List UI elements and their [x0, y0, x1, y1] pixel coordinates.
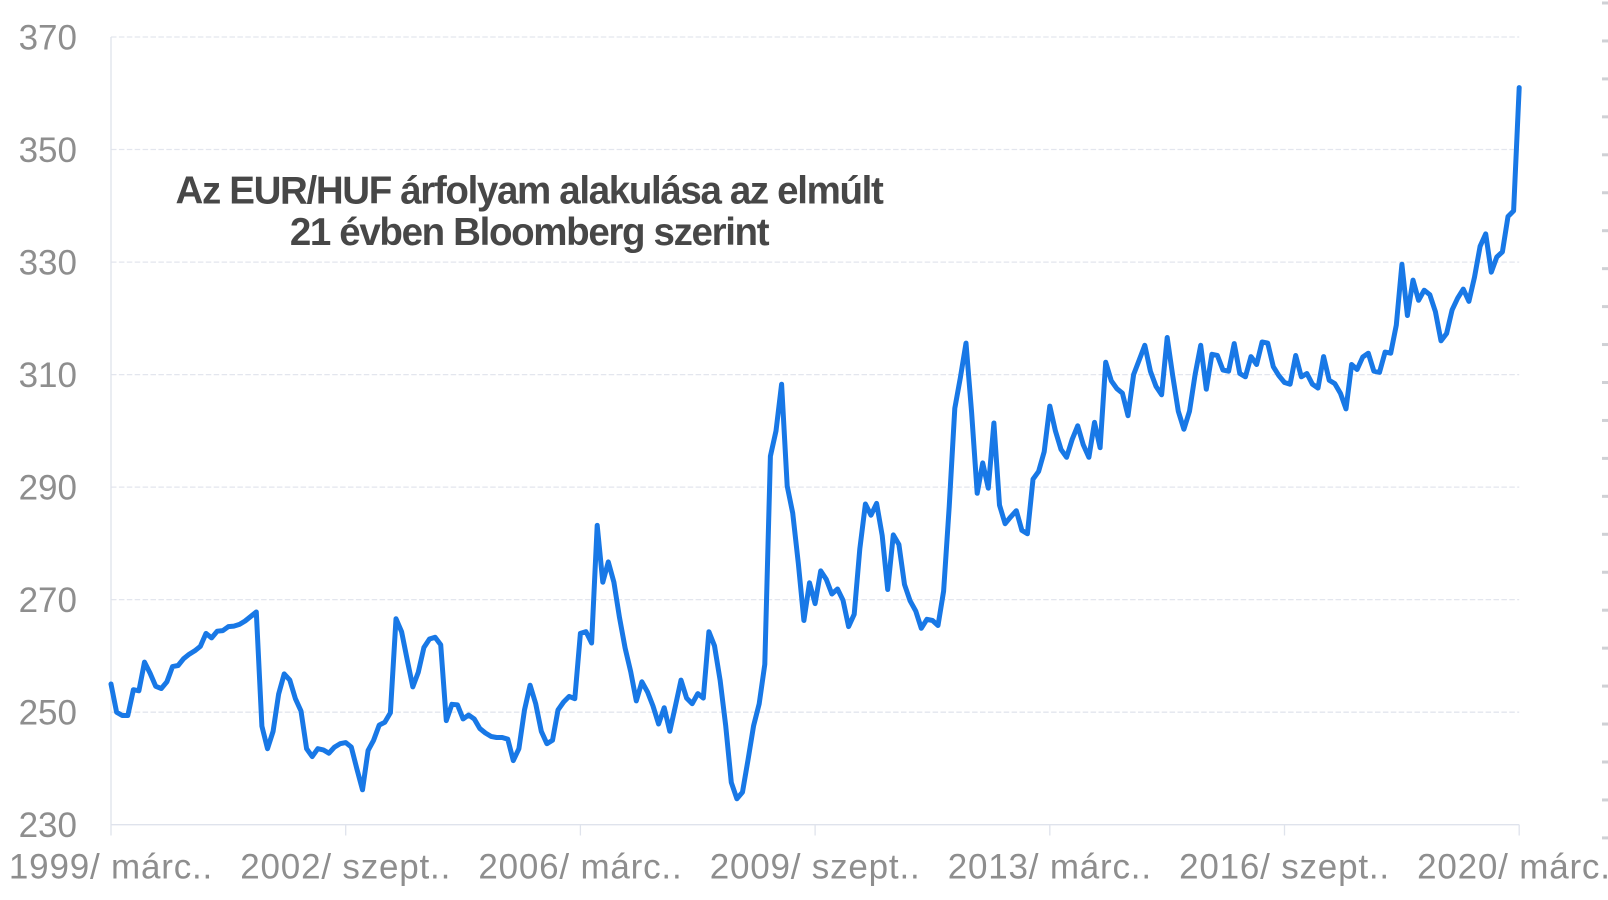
svg-text:2020/ márc..: 2020/ márc..: [1417, 848, 1608, 887]
svg-text:2009/ szept..: 2009/ szept..: [710, 848, 921, 887]
svg-text:2002/ szept..: 2002/ szept..: [240, 848, 451, 887]
svg-text:1999/ márc..: 1999/ márc..: [9, 848, 213, 887]
svg-text:Az EUR/HUF árfolyam alakulása: Az EUR/HUF árfolyam alakulása az elmúlt: [176, 170, 884, 213]
svg-text:21 évben Bloomberg szerint: 21 évben Bloomberg szerint: [290, 211, 770, 254]
svg-text:2016/ szept..: 2016/ szept..: [1179, 848, 1390, 887]
svg-text:310: 310: [19, 356, 77, 395]
svg-text:370: 370: [19, 19, 77, 58]
svg-text:270: 270: [19, 581, 77, 620]
svg-text:230: 230: [19, 806, 77, 845]
svg-text:330: 330: [19, 244, 77, 283]
svg-text:250: 250: [19, 694, 77, 733]
svg-text:2006/ márc..: 2006/ márc..: [478, 848, 682, 887]
svg-text:290: 290: [19, 469, 77, 508]
svg-text:350: 350: [19, 131, 77, 170]
svg-text:2013/ márc..: 2013/ márc..: [948, 848, 1152, 887]
